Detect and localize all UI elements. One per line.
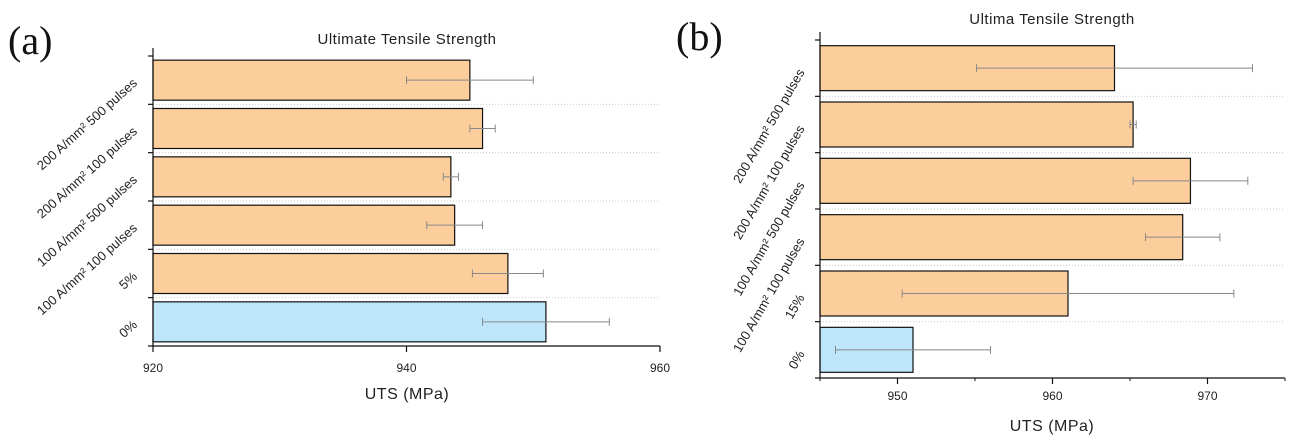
category-label: 200 A/mm² 100 pulses — [34, 123, 141, 221]
category-label: 0% — [116, 317, 140, 341]
bar — [152, 252, 509, 295]
x-tick-label: 960 — [650, 361, 670, 375]
bar — [152, 107, 484, 150]
x-tick-label: 970 — [1197, 389, 1217, 403]
chart-title: Ultimate Tensile Strength — [318, 31, 497, 48]
category-label: 100 A/mm² 500 pulses — [34, 172, 141, 270]
chart-b: Ultima Tensile Strength 950 960 970 UTS (MPa… — [730, 11, 1286, 435]
x-tick-label: 960 — [1042, 389, 1062, 403]
chart-title: Ultima Tensile Strength — [969, 11, 1134, 28]
bar — [819, 101, 1134, 148]
x-tick-label: 950 — [887, 389, 907, 403]
bar — [819, 157, 1192, 204]
bar — [819, 214, 1184, 261]
category-label: 5% — [116, 268, 140, 292]
x-tick-label: 920 — [143, 361, 163, 375]
x-tick-label: 940 — [396, 361, 416, 375]
bar — [152, 156, 452, 198]
x-axis-label: UTS (MPa) — [1010, 418, 1095, 435]
category-label: 100 A/mm² 100 pulses — [34, 220, 141, 318]
category-label: 200 A/mm² 500 pulses — [34, 75, 141, 173]
category-label: 0% — [785, 347, 808, 371]
panel-a-letter: (a) — [8, 18, 52, 63]
panel-b-letter: (b) — [676, 14, 723, 59]
bar — [152, 204, 456, 246]
chart-a: Ultimate Tensile Strength 920 940 960 UTS (M… — [34, 31, 670, 403]
category-label: 15% — [782, 291, 808, 321]
x-axis-label: UTS (MPa) — [365, 386, 450, 403]
